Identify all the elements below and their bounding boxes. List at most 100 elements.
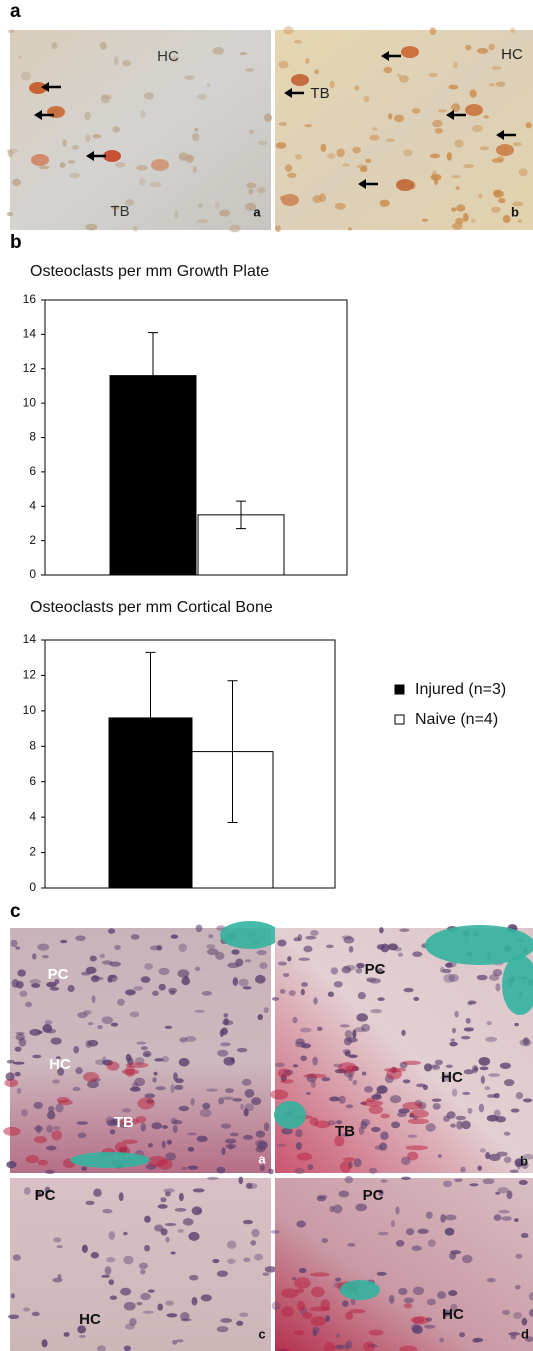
cell bbox=[13, 1062, 24, 1065]
cell bbox=[491, 207, 501, 213]
cell bbox=[143, 1053, 149, 1056]
stain bbox=[340, 1161, 351, 1173]
cell bbox=[140, 110, 146, 118]
stain bbox=[291, 74, 309, 86]
cell bbox=[100, 42, 107, 50]
cell bbox=[515, 1285, 520, 1290]
cell bbox=[513, 1312, 522, 1319]
cell bbox=[514, 1218, 519, 1222]
cell bbox=[163, 1188, 174, 1193]
stain bbox=[396, 179, 414, 191]
stain bbox=[51, 1130, 62, 1140]
cell bbox=[412, 108, 421, 113]
cell bbox=[358, 992, 366, 999]
micrograph bbox=[10, 30, 271, 230]
cell bbox=[364, 1086, 373, 1093]
cell bbox=[46, 1125, 53, 1133]
cell bbox=[255, 1140, 266, 1148]
cell bbox=[165, 1237, 169, 1243]
cell bbox=[173, 1072, 178, 1081]
region-label: TB bbox=[110, 203, 129, 220]
cell bbox=[137, 1302, 143, 1305]
cell bbox=[130, 1087, 141, 1092]
stain bbox=[151, 159, 169, 171]
cell bbox=[495, 189, 501, 195]
cell bbox=[437, 1291, 446, 1299]
cell bbox=[311, 1081, 316, 1088]
cell bbox=[379, 927, 383, 933]
cell bbox=[477, 48, 488, 54]
cell bbox=[445, 963, 453, 968]
cell bbox=[136, 165, 148, 170]
cell bbox=[11, 1293, 15, 1298]
stain bbox=[380, 1113, 390, 1118]
cell bbox=[346, 1104, 354, 1108]
cell bbox=[197, 94, 207, 100]
cell bbox=[455, 1116, 466, 1120]
stain bbox=[402, 1102, 423, 1110]
cell bbox=[140, 1293, 151, 1300]
image-label: d bbox=[521, 1326, 529, 1341]
cell bbox=[195, 967, 201, 971]
cell bbox=[134, 1078, 145, 1087]
cell bbox=[198, 203, 202, 208]
cell bbox=[108, 1279, 114, 1285]
stain bbox=[345, 1312, 353, 1320]
region-label: TB bbox=[310, 85, 329, 102]
cell bbox=[172, 1120, 182, 1124]
cell bbox=[144, 963, 153, 970]
cell bbox=[7, 212, 13, 216]
cell bbox=[111, 1023, 118, 1027]
cell bbox=[83, 1010, 91, 1015]
image-label: a bbox=[258, 1151, 266, 1166]
cell bbox=[495, 1116, 506, 1122]
cell bbox=[15, 1046, 22, 1051]
cell bbox=[393, 947, 402, 951]
image-label: b bbox=[520, 1153, 528, 1168]
y-tick-label: 12 bbox=[23, 668, 37, 682]
y-tick-label: 0 bbox=[29, 880, 36, 894]
cell bbox=[206, 944, 215, 949]
cell bbox=[432, 120, 442, 127]
cell bbox=[390, 1095, 401, 1103]
cell bbox=[246, 1183, 253, 1189]
cell bbox=[231, 949, 239, 954]
cell bbox=[264, 113, 272, 122]
cell bbox=[101, 1275, 110, 1278]
cell bbox=[379, 200, 389, 207]
cell bbox=[122, 60, 131, 66]
cell bbox=[487, 1278, 496, 1282]
cell bbox=[401, 1177, 411, 1180]
cell bbox=[433, 1103, 441, 1110]
cell bbox=[141, 1123, 146, 1131]
cell bbox=[287, 173, 296, 179]
cell bbox=[502, 1310, 510, 1315]
cell bbox=[144, 1245, 150, 1252]
cell bbox=[240, 1104, 244, 1110]
cell bbox=[15, 1072, 21, 1077]
stain bbox=[136, 1116, 147, 1123]
cell bbox=[360, 166, 367, 172]
cell bbox=[278, 122, 286, 126]
cell bbox=[233, 977, 238, 986]
cell bbox=[85, 135, 91, 142]
region-label: TB bbox=[114, 1114, 134, 1131]
cell bbox=[230, 1133, 239, 1137]
cell bbox=[355, 1204, 367, 1212]
cell bbox=[493, 969, 502, 976]
cell bbox=[105, 1266, 112, 1275]
cell bbox=[359, 1126, 364, 1134]
cell bbox=[152, 991, 159, 996]
cell bbox=[52, 1079, 59, 1083]
cell bbox=[217, 1050, 228, 1057]
y-tick-label: 14 bbox=[23, 327, 37, 341]
cell bbox=[280, 989, 286, 994]
cell bbox=[72, 145, 79, 150]
cell bbox=[450, 1250, 461, 1254]
cell bbox=[88, 1040, 99, 1047]
cell bbox=[179, 1193, 184, 1201]
cell bbox=[53, 1237, 61, 1242]
cell bbox=[24, 1187, 31, 1195]
cell bbox=[519, 1180, 528, 1185]
cell bbox=[38, 1031, 43, 1034]
